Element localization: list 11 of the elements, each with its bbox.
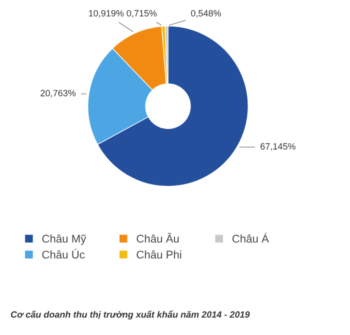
legend-label: Châu Phi bbox=[136, 250, 182, 259]
data-label: 67,145% bbox=[260, 143, 296, 151]
data-label: 0,715% bbox=[126, 10, 157, 18]
data-label: 20,763% bbox=[40, 90, 76, 98]
data-label: 0,548% bbox=[191, 10, 221, 18]
legend-label: Châu Âu bbox=[136, 232, 179, 243]
legend-label: Châu Á bbox=[232, 232, 269, 243]
legend-label: Châu Úc bbox=[42, 248, 85, 259]
legend-label: Châu Mỹ bbox=[42, 234, 86, 245]
text: Cơ cấu doanh thu thị trường xuất khẩu năm 2014 - 2019 bbox=[10, 310, 250, 320]
data-label: 10,919% bbox=[88, 10, 124, 18]
